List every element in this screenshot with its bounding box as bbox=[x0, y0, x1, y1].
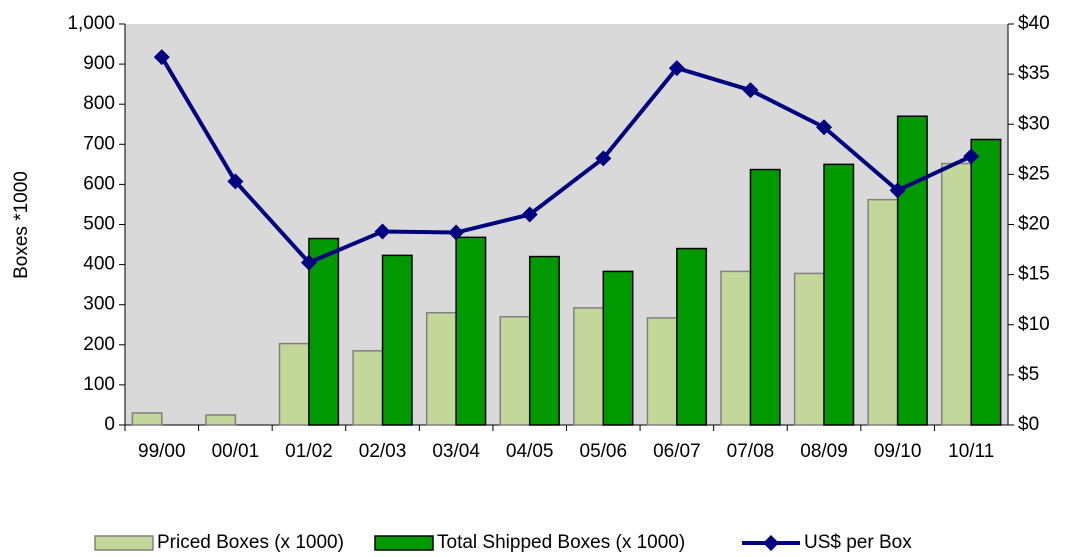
x-tick-label: 99/00 bbox=[138, 441, 186, 462]
x-tick-label: 08/09 bbox=[800, 441, 848, 462]
y2-tick-label: $30 bbox=[1018, 113, 1050, 134]
y-tick-label: 400 bbox=[83, 254, 115, 275]
y-tick-label: 1,000 bbox=[67, 13, 115, 34]
bar bbox=[381, 254, 413, 426]
line bbox=[160, 56, 973, 265]
y-tick-label: 300 bbox=[83, 294, 115, 315]
line-marker bbox=[816, 119, 833, 136]
line-marker bbox=[963, 148, 980, 165]
line-marker bbox=[889, 182, 906, 199]
x-tick-label: 05/06 bbox=[580, 441, 628, 462]
legend-label: Priced Boxes (x 1000) bbox=[157, 532, 344, 553]
legend-swatch bbox=[94, 535, 154, 551]
line-marker bbox=[300, 254, 317, 271]
y-tick-label: 0 bbox=[104, 414, 115, 435]
y-tick-label: 500 bbox=[83, 214, 115, 235]
y2-tick-label: $0 bbox=[1018, 414, 1039, 435]
legend-swatch bbox=[374, 535, 434, 551]
y-axis-label: Boxes *1000 bbox=[11, 171, 32, 279]
bar bbox=[823, 163, 855, 426]
line-marker bbox=[153, 49, 170, 66]
line-marker bbox=[448, 224, 465, 241]
bar bbox=[308, 237, 340, 426]
y2-tick-label: $25 bbox=[1018, 163, 1050, 184]
x-tick-label: 00/01 bbox=[212, 441, 260, 462]
y2-tick-label: $10 bbox=[1018, 314, 1050, 335]
bar bbox=[455, 236, 487, 426]
bar bbox=[352, 350, 384, 426]
x-tick-label: 06/07 bbox=[653, 441, 701, 462]
x-tick-label: 07/08 bbox=[727, 441, 775, 462]
line-marker bbox=[595, 150, 612, 167]
y-tick-label: 900 bbox=[83, 53, 115, 74]
y2-tick-label: $35 bbox=[1018, 63, 1050, 84]
y-tick-label: 100 bbox=[83, 374, 115, 395]
x-tick-label: 09/10 bbox=[874, 441, 922, 462]
bar bbox=[646, 317, 678, 426]
y2-tick-label: $40 bbox=[1018, 13, 1050, 34]
bar bbox=[499, 315, 531, 426]
bar bbox=[970, 138, 1002, 426]
bar bbox=[528, 255, 560, 426]
line-marker bbox=[742, 82, 759, 99]
bar bbox=[867, 198, 899, 426]
legend-label: US$ per Box bbox=[804, 532, 912, 553]
line-marker bbox=[227, 173, 244, 190]
bar bbox=[896, 115, 928, 426]
line-marker bbox=[374, 223, 391, 240]
x-tick-label: 04/05 bbox=[506, 441, 554, 462]
x-tick-label: 03/04 bbox=[432, 441, 480, 462]
y2-tick-label: $20 bbox=[1018, 214, 1050, 235]
x-tick-label: 10/11 bbox=[948, 441, 994, 462]
bar bbox=[720, 270, 752, 426]
bar bbox=[676, 247, 708, 426]
bar bbox=[793, 272, 825, 426]
y-tick-label: 800 bbox=[83, 93, 115, 114]
y-tick-label: 200 bbox=[83, 334, 115, 355]
bar bbox=[941, 162, 972, 426]
y-tick-label: 600 bbox=[83, 173, 115, 194]
y2-tick-label: $15 bbox=[1018, 264, 1050, 285]
legend-label: Total Shipped Boxes (x 1000) bbox=[437, 532, 685, 553]
legend-marker bbox=[763, 535, 779, 551]
bar bbox=[602, 270, 634, 426]
bar bbox=[131, 412, 163, 426]
bar bbox=[278, 342, 310, 426]
bar bbox=[573, 307, 605, 426]
line-marker bbox=[668, 60, 685, 77]
bar bbox=[425, 311, 457, 426]
bar bbox=[205, 414, 237, 426]
x-tick-label: 01/02 bbox=[285, 441, 333, 462]
y2-tick-label: $5 bbox=[1018, 364, 1039, 385]
bar bbox=[749, 168, 781, 426]
line-marker bbox=[521, 206, 538, 223]
y-tick-label: 700 bbox=[83, 133, 115, 154]
x-tick-label: 02/03 bbox=[359, 441, 407, 462]
